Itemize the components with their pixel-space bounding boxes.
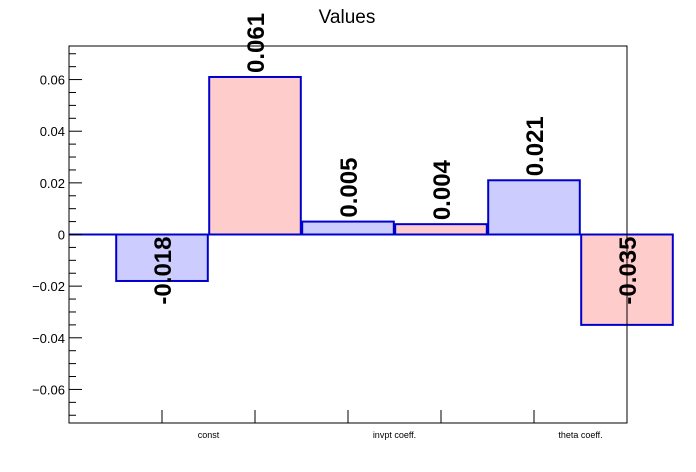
data-label: 0.005 <box>336 158 363 218</box>
bar-const-s2 <box>208 75 302 236</box>
data-label: 0.004 <box>429 159 456 220</box>
y-tick-label: 0 <box>58 228 65 243</box>
data-label: -0.035 <box>615 237 642 305</box>
x-category-label: invpt coeff. <box>373 430 416 440</box>
data-label: -0.018 <box>150 237 177 305</box>
bar-theta-coeff--s1 <box>487 179 581 236</box>
bar-invpt-coeff--s1 <box>301 220 395 236</box>
x-category-label: theta coeff. <box>558 430 602 440</box>
y-tick-label: −0.02 <box>32 279 65 294</box>
chart-title: Values <box>319 7 376 28</box>
data-label: 0.021 <box>522 116 549 176</box>
y-tick-label: −0.06 <box>32 382 65 397</box>
bar-const-s1 <box>115 233 209 282</box>
data-label: 0.061 <box>243 13 270 73</box>
y-tick-label: −0.04 <box>32 331 65 346</box>
y-tick-label: 0.06 <box>40 73 65 88</box>
y-tick-label: 0.04 <box>40 124 65 139</box>
bar-invpt-coeff--s2 <box>394 223 488 236</box>
y-tick-label: 0.02 <box>40 176 65 191</box>
x-category-label: const <box>198 430 220 440</box>
